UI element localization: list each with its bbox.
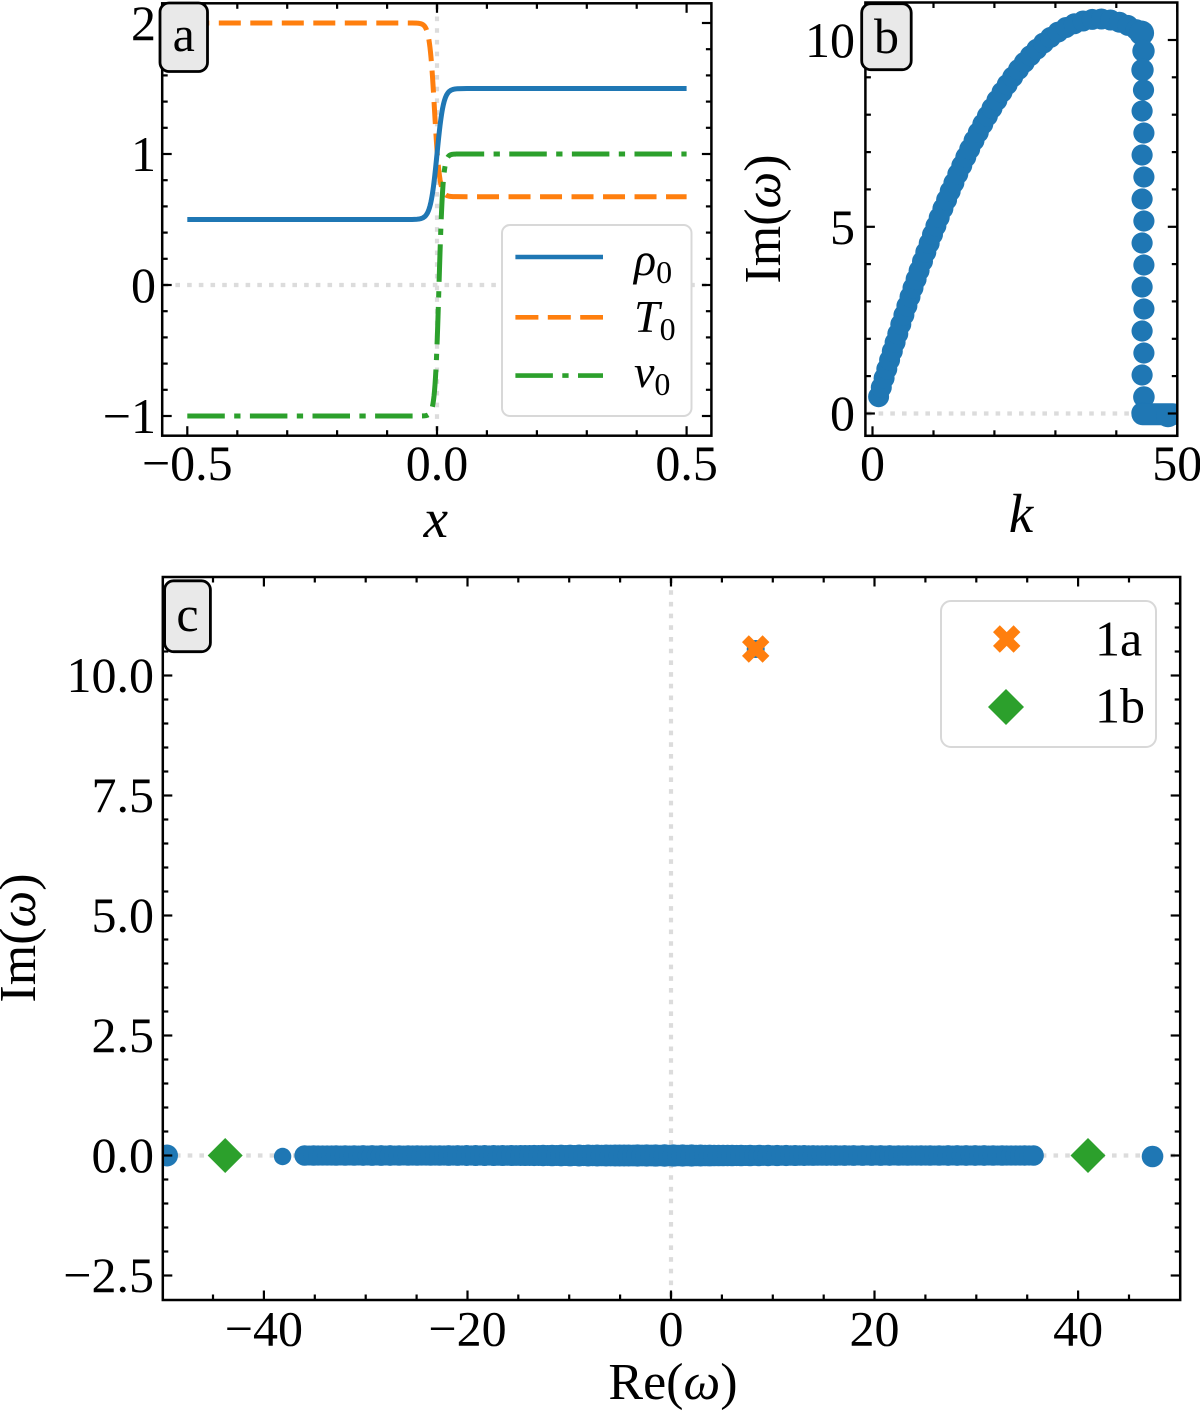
svg-text:50: 50 [1152, 435, 1200, 491]
svg-text:1a: 1a [1095, 611, 1142, 667]
svg-text:b: b [874, 8, 899, 64]
svg-text:5.0: 5.0 [92, 887, 155, 943]
svg-text:10.0: 10.0 [67, 647, 155, 703]
svg-text:−2.5: −2.5 [63, 1247, 154, 1303]
svg-text:−0.5: −0.5 [142, 435, 233, 491]
svg-text:0.0: 0.0 [92, 1127, 155, 1183]
svg-text:0: 0 [131, 257, 156, 313]
svg-text:1b: 1b [1095, 678, 1145, 734]
svg-text:ρ0: ρ0 [632, 234, 672, 290]
svg-text:−1: −1 [103, 388, 156, 444]
svg-text:0.5: 0.5 [655, 435, 718, 491]
svg-text:2.5: 2.5 [92, 1007, 155, 1063]
svg-text:0: 0 [860, 435, 885, 491]
svg-text:40: 40 [1053, 1301, 1103, 1357]
svg-text:2: 2 [131, 0, 156, 51]
svg-text:a: a [173, 6, 195, 62]
svg-text:1: 1 [131, 126, 156, 182]
svg-text:10: 10 [805, 12, 855, 68]
svg-text:5: 5 [830, 199, 855, 255]
svg-text:x: x [423, 488, 449, 549]
svg-text:7.5: 7.5 [92, 767, 155, 823]
svg-text:k: k [1009, 483, 1035, 544]
svg-text:−40: −40 [225, 1301, 303, 1357]
svg-text:20: 20 [850, 1301, 900, 1357]
svg-text:0: 0 [659, 1301, 684, 1357]
svg-text:−20: −20 [428, 1301, 506, 1357]
svg-text:c: c [176, 586, 198, 642]
svg-text:Im(ω): Im(ω) [0, 873, 47, 1002]
svg-text:0: 0 [830, 385, 855, 441]
svg-text:Re(ω): Re(ω) [608, 1354, 737, 1411]
svg-text:Im(ω): Im(ω) [735, 154, 792, 283]
svg-text:0.0: 0.0 [406, 435, 469, 491]
